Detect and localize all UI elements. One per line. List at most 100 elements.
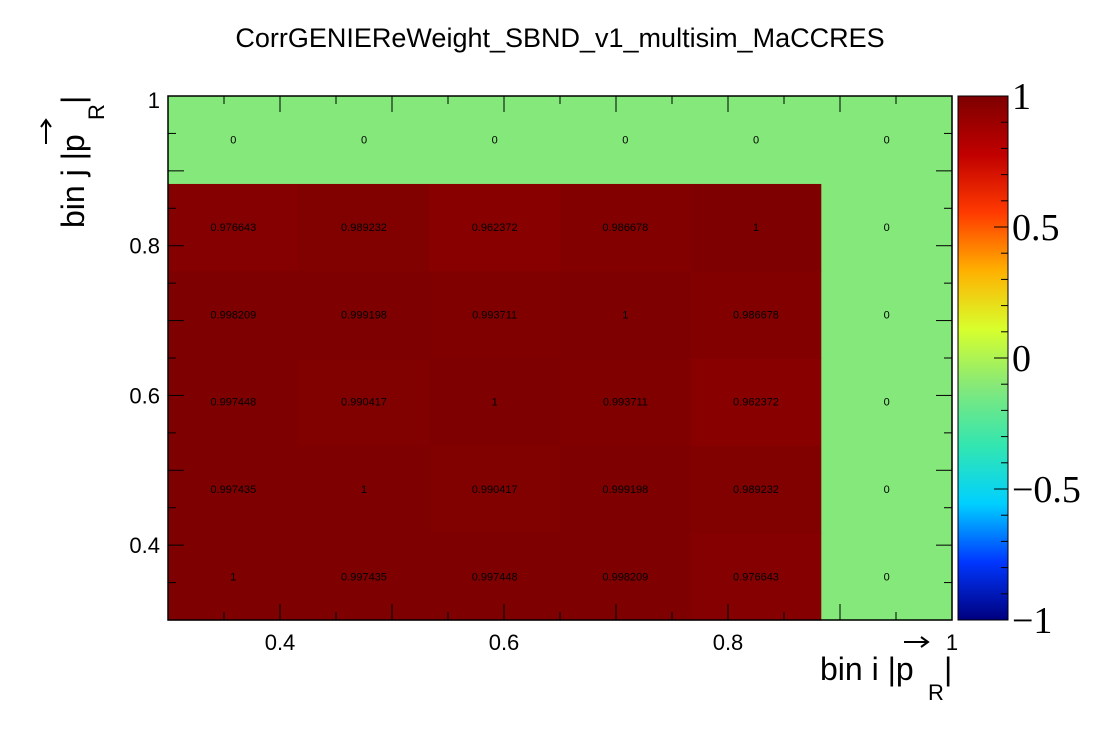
svg-text:bin i |p: bin i |p [820, 651, 914, 687]
z-tick-label: 0.5 [1012, 207, 1060, 249]
heatmap-cell [560, 532, 692, 621]
color-scale-ticks: 1 0.5 0 −0.5 −1 [994, 76, 1081, 642]
heatmap-cell [298, 96, 430, 184]
cell-value-label: 0.962372 [472, 222, 518, 234]
y-tick-label: 0.8 [129, 234, 160, 259]
heatmap-cell [298, 445, 430, 534]
y-axis-label-main: bin j | [55, 152, 91, 228]
heatmap-cell [429, 532, 561, 621]
heatmap-cell [690, 358, 822, 446]
cell-value-label: 0 [884, 571, 890, 583]
heatmap-cell [298, 358, 430, 446]
heatmap-cell [168, 445, 300, 534]
heatmap-cell [821, 445, 953, 534]
heatmap-cell [429, 358, 561, 446]
cell-value-label: 1 [622, 309, 628, 321]
x-tick-label: 0.4 [265, 630, 296, 655]
cell-value-label: 0.997435 [210, 484, 256, 496]
cell-value-label: 0.986678 [733, 309, 779, 321]
svg-text:bin j |p: bin j |p [55, 134, 91, 228]
heatmap-cell [429, 183, 561, 272]
cell-value-label: 0.976643 [733, 571, 779, 583]
x-axis-label-subscript: R [928, 680, 944, 705]
y-tick-label: 1 [148, 88, 160, 113]
cell-value-label: 1 [492, 397, 498, 409]
heatmap-cell [690, 183, 822, 272]
cell-value-label: 0.989232 [341, 222, 387, 234]
heatmap-cell [298, 532, 430, 621]
heatmap-cell [690, 96, 822, 184]
heatmap-cell [168, 532, 300, 621]
x-tick-label: 0.6 [489, 630, 520, 655]
heatmap-cell [298, 270, 430, 359]
cell-value-label: 0.997435 [341, 571, 387, 583]
x-tick-label: 0.8 [713, 630, 744, 655]
x-tick-label: 1 [946, 630, 958, 655]
z-tick-label: 0 [1012, 338, 1031, 380]
x-axis-label-close: | [944, 651, 952, 687]
heatmap-cell [298, 183, 430, 272]
cell-value-label: 1 [230, 571, 236, 583]
chart-title: CorrGENIEReWeight_SBND_v1_multisim_MaCCR… [235, 23, 884, 53]
x-axis-label-main: bin i | [820, 651, 896, 687]
x-axis-label: bin i |p R | [820, 636, 952, 705]
heatmap-cell [429, 445, 561, 534]
heatmap-cell [821, 532, 953, 621]
y-tick-label: 0.4 [129, 533, 160, 558]
heatmap-cell [821, 270, 953, 359]
cell-value-label: 0.993711 [472, 309, 517, 321]
heatmap-cell [168, 358, 300, 446]
heatmap-cell [560, 96, 692, 184]
cell-value-label: 0 [361, 135, 367, 147]
cell-value-label: 0.999198 [341, 309, 387, 321]
heatmap-cell [690, 270, 822, 359]
y-axis-label: bin j |p R | [40, 96, 109, 228]
z-tick-label: 1 [1012, 76, 1031, 118]
heatmap-cell [168, 270, 300, 359]
heatmap-cell [821, 183, 953, 272]
cell-value-label: 0.993711 [603, 397, 648, 409]
cell-value-label: 0.999198 [602, 484, 648, 496]
y-axis-vector-arrow [40, 118, 52, 144]
cell-value-label: 0.990417 [472, 484, 518, 496]
x-axis-label-symbol: p [896, 651, 914, 687]
cell-value-label: 0.976643 [210, 222, 256, 234]
cell-value-label: 0.986678 [602, 222, 648, 234]
heatmap-cell [560, 445, 692, 534]
x-axis-vector-arrow [904, 636, 930, 648]
heatmap-cell-labels: 1 0.997435 0.997448 0.998209 0.976643 0 0.9974… [210, 135, 889, 584]
y-axis-ticks: 0.4 0.6 0.8 1 [129, 88, 952, 621]
heatmap-cell [560, 270, 692, 359]
x-axis-ticks: 0.4 0.6 0.8 1 [167, 96, 958, 655]
cell-value-label: 0 [884, 222, 890, 234]
cell-value-label: 0.997448 [472, 571, 518, 583]
heatmap-cell [821, 358, 953, 446]
heatmap-cell [690, 532, 822, 621]
heatmap-cell [560, 183, 692, 272]
heatmap-cell [821, 96, 953, 184]
y-axis-label-symbol: p [55, 134, 91, 152]
cell-value-label: 0 [622, 135, 628, 147]
cell-value-label: 0 [230, 135, 236, 147]
heatmap-cell [168, 183, 300, 272]
z-tick-label: −0.5 [1012, 469, 1081, 511]
heatmap-cell [560, 358, 692, 446]
heatmap-cell [168, 96, 300, 184]
cell-value-label: 0 [884, 309, 890, 321]
cell-value-label: 1 [753, 222, 759, 234]
cell-value-label: 0.997448 [210, 397, 256, 409]
y-tick-label: 0.6 [129, 383, 160, 408]
cell-value-label: 0.962372 [733, 397, 779, 409]
cell-value-label: 0 [884, 484, 890, 496]
heatmap-cell [429, 270, 561, 359]
heatmap-cell [690, 445, 822, 534]
y-axis-label-subscript: R [84, 104, 109, 120]
heatmap-cell [429, 96, 561, 184]
cell-value-label: 0 [492, 135, 498, 147]
cell-value-label: 0.989232 [733, 484, 779, 496]
cell-value-label: 1 [361, 484, 367, 496]
y-axis-label-close: | [55, 96, 91, 104]
heatmap-cells [168, 96, 953, 621]
cell-value-label: 0.998209 [210, 309, 256, 321]
